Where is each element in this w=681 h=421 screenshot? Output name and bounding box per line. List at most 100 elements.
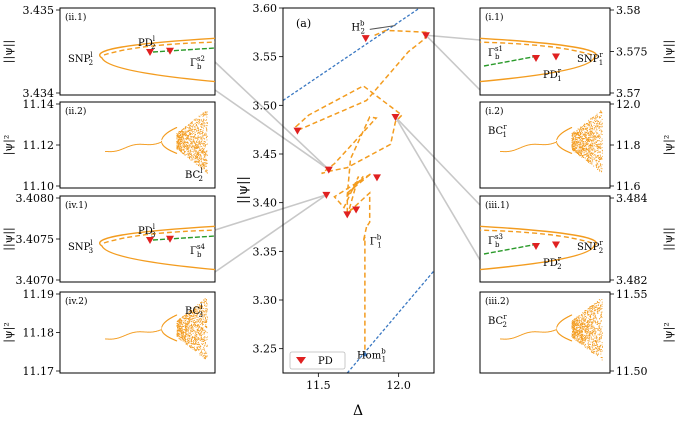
scatter-dot: [542, 144, 544, 146]
scatter-dot: [180, 331, 182, 333]
scatter-dot: [202, 339, 204, 341]
scatter-dot: [199, 310, 200, 312]
legend-pd-label: PD: [318, 356, 333, 367]
y-tick-label-2: 3.35: [253, 245, 278, 258]
scatter-dot: [588, 338, 590, 339]
scatter-dot: [204, 165, 206, 167]
scatter-dot: [582, 336, 584, 338]
scatter-dot: [592, 309, 593, 311]
inset-ytick-label-iii1-1: 3.484: [616, 192, 648, 205]
scatter-dot: [600, 115, 602, 116]
scatter-dot: [105, 338, 107, 340]
scatter-dot: [199, 304, 200, 306]
scatter-dot: [598, 348, 600, 349]
inset-orange-dashed-iii1: [480, 229, 593, 244]
scatter-dot: [181, 130, 183, 132]
scatter-dot: [176, 135, 178, 136]
scatter-dot: [197, 128, 199, 130]
scatter-dot: [188, 124, 190, 125]
scatter-dot: [590, 153, 591, 154]
scatter-dot: [575, 148, 577, 150]
inset-orange-branch-ii1: [99, 37, 215, 83]
scatter-dot: [586, 136, 587, 138]
scatter-dot: [579, 326, 581, 328]
scatter-dot: [575, 138, 577, 140]
scatter-dot: [588, 140, 589, 141]
scatter-dot: [601, 125, 603, 127]
scatter-dot: [180, 331, 181, 332]
scatter-dot: [599, 307, 601, 309]
scatter-dot: [193, 161, 195, 163]
scatter-dot: [601, 347, 603, 348]
scatter-dot: [205, 316, 206, 318]
scatter-dot: [581, 332, 583, 334]
scatter-dot: [179, 143, 181, 145]
scatter-dot: [176, 133, 178, 134]
scatter-dot: [201, 316, 203, 317]
scatter-dot: [594, 123, 596, 124]
scatter-dot: [572, 324, 574, 325]
scatter-dot: [592, 329, 594, 331]
scatter-dot: [204, 146, 206, 148]
scatter-dot: [199, 344, 200, 346]
scatter-dot: [190, 133, 192, 135]
scatter-dot: [576, 322, 578, 324]
scatter-dot: [206, 305, 208, 307]
scatter-dot: [590, 338, 592, 340]
scatter-dot: [593, 122, 595, 124]
scatter-dot: [597, 126, 599, 128]
scatter-dot: [596, 144, 598, 146]
scatter-dot: [590, 306, 592, 307]
scatter-dot: [198, 327, 200, 329]
scatter-dot: [581, 322, 583, 324]
scatter-dot: [600, 148, 602, 150]
scatter-dot: [201, 301, 203, 303]
scatter-dot: [591, 156, 593, 158]
scatter-dot: [600, 308, 601, 310]
scatter-dot: [195, 121, 197, 123]
scatter-dot: [188, 139, 190, 141]
scatter-dot: [592, 149, 593, 151]
scatter-dot: [575, 332, 577, 333]
scatter-dot: [581, 138, 583, 139]
scatter-dot: [194, 136, 196, 138]
scatter-dot: [591, 319, 593, 320]
scatter-dot: [588, 161, 590, 162]
scatter-dot: [203, 337, 205, 338]
scatter-dot: [585, 331, 587, 333]
scatter-dot: [195, 338, 196, 340]
scatter-dot: [199, 131, 201, 133]
scatter-dot: [588, 346, 590, 347]
scatter-dot: [181, 129, 183, 131]
scatter-dot: [591, 136, 593, 138]
scatter-dot: [201, 306, 203, 308]
scatter-dot: [581, 142, 583, 144]
scatter-dot: [586, 139, 588, 141]
inset-scatter-ii2: [105, 111, 208, 174]
scatter-dot: [188, 322, 190, 324]
scatter-dot: [534, 143, 536, 145]
scatter-dot: [536, 331, 538, 333]
scatter-dot: [519, 335, 521, 336]
scatter-dot: [600, 337, 602, 339]
scatter-dot: [592, 327, 594, 329]
scatter-dot: [206, 119, 207, 121]
scatter-dot: [571, 314, 573, 316]
scatter-dot: [575, 333, 577, 334]
scatter-dot: [575, 141, 577, 142]
scatter-dot: [200, 346, 201, 348]
scatter-dot: [571, 321, 573, 323]
scatter-dot: [586, 328, 588, 330]
scatter-dot: [594, 330, 596, 332]
scatter-dot: [513, 337, 514, 339]
scatter-dot: [588, 339, 590, 341]
scatter-dot: [588, 325, 590, 327]
scatter-dot: [199, 353, 201, 354]
scatter-dot: [202, 113, 204, 115]
inset-gamma-label-iv1: Γs4 b: [190, 243, 206, 259]
scatter-dot: [597, 344, 598, 346]
scatter-dot: [584, 134, 586, 136]
scatter-dot: [590, 312, 592, 314]
scatter-dot: [146, 144, 148, 146]
